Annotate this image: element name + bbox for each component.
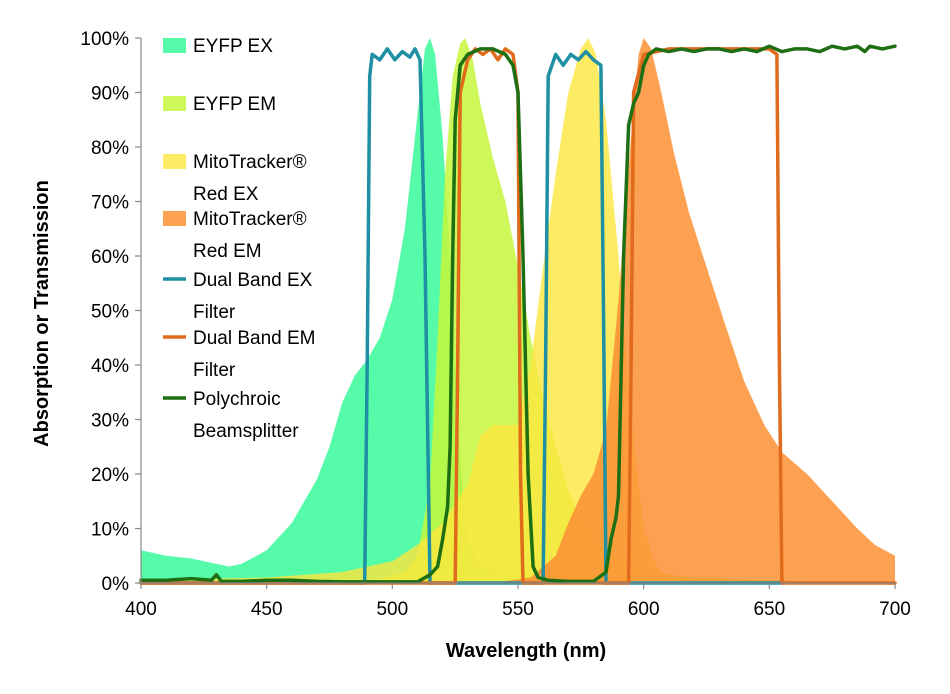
legend-item-dual-band-em-filter: Dual Band EM Filter — [163, 328, 316, 381]
y-tick-label: 60% — [91, 247, 129, 268]
legend-item-polychroic-beamsplitter: Polychroic Beamsplitter — [163, 389, 299, 442]
legend-label: Dual Band EM — [193, 328, 316, 349]
legend-label: Filter — [193, 360, 236, 381]
legend-label: Filter — [193, 302, 236, 323]
y-tick-label: 50% — [91, 302, 129, 323]
y-tick-label: 90% — [91, 84, 129, 105]
legend-label: Polychroic — [193, 389, 281, 410]
legend-label: Red EX — [193, 184, 259, 205]
legend-label: EYFP EM — [193, 94, 276, 115]
axes-layer: 0% 10% 20% 30% 40% 50% 60% 70% 80% 90% 100% 400 450 5… — [31, 29, 911, 662]
legend-swatch — [163, 96, 186, 111]
legend-label: EYFP EX — [193, 36, 273, 57]
series-area-mitotracker-red-ex — [141, 38, 694, 583]
y-tick-label: 80% — [91, 138, 129, 159]
x-tick-label: 550 — [502, 599, 534, 620]
legend-label: MitoTracker® — [193, 152, 307, 173]
x-tick-label: 400 — [125, 599, 157, 620]
y-axis-title: Absorption or Transmission — [31, 180, 53, 447]
legend-item-eyfp-ex: EYFP EX — [163, 36, 273, 57]
legend-label: Beamsplitter — [193, 421, 299, 442]
y-tick-label: 40% — [91, 356, 129, 377]
y-tick-label: 30% — [91, 411, 129, 432]
series-area-eyfp-ex — [141, 38, 644, 583]
y-tick-label: 70% — [91, 193, 129, 214]
legend-swatch — [163, 38, 186, 53]
y-tick-label: 10% — [91, 520, 129, 541]
y-tick-label: 20% — [91, 465, 129, 486]
series-area-mitotracker-red-em — [492, 38, 895, 583]
x-axis-title: Wavelength (nm) — [446, 640, 606, 662]
legend-swatch — [163, 211, 186, 226]
x-tick-label: 450 — [251, 599, 283, 620]
area-series-layer — [141, 38, 895, 583]
series-line-polychroic-beamsplitter — [139, 44, 897, 584]
x-tick-label: 650 — [753, 599, 785, 620]
legend-item-mitotracker-red-ex: MitoTracker® Red EX — [163, 152, 307, 205]
legend-item-dual-band-ex-filter: Dual Band EX Filter — [163, 270, 313, 323]
legend-item-mitotracker-red-em: MitoTracker® Red EM — [163, 209, 307, 262]
legend-label: Dual Band EX — [193, 270, 313, 291]
y-tick-label: 100% — [80, 29, 129, 50]
y-tick-label: 0% — [102, 574, 130, 595]
legend-swatch — [163, 154, 186, 169]
x-tick-label: 500 — [376, 599, 408, 620]
legend-label: MitoTracker® — [193, 209, 307, 230]
x-tick-label: 700 — [879, 599, 911, 620]
legend-item-eyfp-em: EYFP EM — [163, 94, 276, 115]
legend-label: Red EM — [193, 241, 262, 262]
x-tick-label: 600 — [628, 599, 660, 620]
